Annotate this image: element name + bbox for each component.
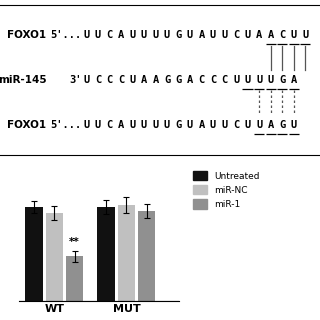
Text: U: U	[83, 30, 90, 40]
Text: U: U	[187, 30, 193, 40]
Text: C: C	[210, 75, 216, 85]
Text: U: U	[95, 30, 101, 40]
Text: U: U	[291, 120, 297, 130]
Text: A: A	[152, 75, 159, 85]
Text: A: A	[268, 120, 274, 130]
Text: G: G	[175, 30, 182, 40]
Text: A: A	[187, 75, 193, 85]
Text: U: U	[129, 75, 136, 85]
Text: A: A	[141, 75, 147, 85]
Text: A: A	[268, 30, 274, 40]
Text: G: G	[279, 75, 285, 85]
Text: U: U	[302, 30, 308, 40]
Text: U: U	[244, 120, 251, 130]
Text: A: A	[198, 30, 205, 40]
Text: U: U	[187, 120, 193, 130]
Text: U: U	[141, 30, 147, 40]
Bar	[45, 213, 63, 301]
Text: C: C	[279, 30, 285, 40]
Text: U: U	[256, 75, 262, 85]
Text: U: U	[129, 120, 136, 130]
Bar	[138, 211, 156, 301]
Text: U: U	[152, 30, 159, 40]
Text: U: U	[95, 120, 101, 130]
Text: U: U	[221, 120, 228, 130]
Text: C: C	[106, 30, 113, 40]
Text: A: A	[291, 75, 297, 85]
Text: U: U	[83, 75, 90, 85]
Text: FOXO1: FOXO1	[7, 120, 46, 130]
Text: C: C	[106, 120, 113, 130]
Text: G: G	[175, 75, 182, 85]
Text: U: U	[129, 30, 136, 40]
Text: 5'...: 5'...	[50, 120, 82, 130]
Text: U: U	[152, 120, 159, 130]
Text: U: U	[244, 30, 251, 40]
Bar	[25, 207, 43, 301]
Text: U: U	[221, 30, 228, 40]
Text: FOXO1: FOXO1	[7, 30, 46, 40]
Legend: Untreated, miR-NC, miR-1: Untreated, miR-NC, miR-1	[193, 171, 260, 209]
Text: 5'...: 5'...	[50, 30, 82, 40]
Text: U: U	[244, 75, 251, 85]
Text: A: A	[118, 30, 124, 40]
Text: G: G	[164, 75, 170, 85]
Text: U: U	[83, 120, 90, 130]
Bar	[97, 207, 115, 301]
Text: G: G	[175, 120, 182, 130]
Text: U: U	[233, 75, 239, 85]
Bar	[117, 205, 135, 301]
Text: A: A	[256, 30, 262, 40]
Text: A: A	[118, 120, 124, 130]
Text: U: U	[291, 30, 297, 40]
Text: C: C	[95, 75, 101, 85]
Text: C: C	[198, 75, 205, 85]
Text: G: G	[279, 120, 285, 130]
Text: C: C	[221, 75, 228, 85]
Text: **: **	[69, 237, 80, 247]
Bar	[66, 256, 84, 301]
Text: miR-145: miR-145	[0, 75, 46, 85]
Text: U: U	[210, 30, 216, 40]
Text: 3': 3'	[69, 75, 82, 85]
Text: U: U	[210, 120, 216, 130]
Text: C: C	[118, 75, 124, 85]
Text: U: U	[268, 75, 274, 85]
Text: C: C	[106, 75, 113, 85]
Text: U: U	[256, 120, 262, 130]
Text: A: A	[198, 120, 205, 130]
Text: U: U	[164, 30, 170, 40]
Text: C: C	[233, 120, 239, 130]
Text: U: U	[164, 120, 170, 130]
Text: U: U	[141, 120, 147, 130]
Text: C: C	[233, 30, 239, 40]
